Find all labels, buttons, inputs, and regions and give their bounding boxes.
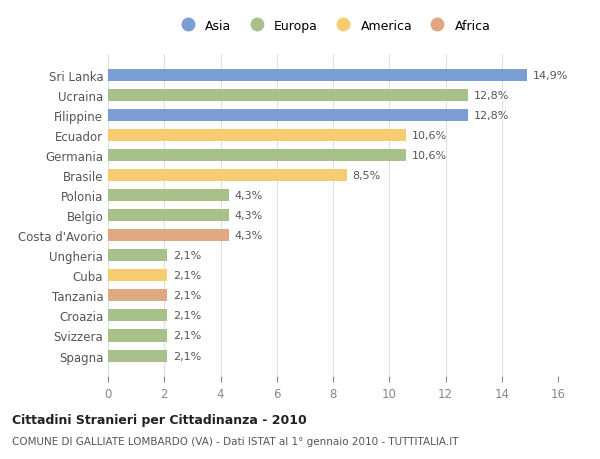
Bar [108,310,167,322]
Text: 14,9%: 14,9% [533,71,568,81]
Text: 2,1%: 2,1% [173,251,201,261]
Bar [108,110,468,122]
Bar [108,270,167,282]
Text: 8,5%: 8,5% [353,171,381,181]
Bar [108,170,347,182]
Bar [108,230,229,242]
Text: 10,6%: 10,6% [412,131,447,141]
Bar [108,330,167,342]
Bar [108,250,167,262]
Bar [108,90,468,102]
Text: 4,3%: 4,3% [235,231,263,241]
Legend: Asia, Europa, America, Africa: Asia, Europa, America, Africa [170,15,496,38]
Bar [108,150,406,162]
Text: COMUNE DI GALLIATE LOMBARDO (VA) - Dati ISTAT al 1° gennaio 2010 - TUTTITALIA.IT: COMUNE DI GALLIATE LOMBARDO (VA) - Dati … [12,436,458,446]
Bar [108,290,167,302]
Bar [108,190,229,202]
Bar [108,130,406,142]
Text: 2,1%: 2,1% [173,331,201,341]
Text: 2,1%: 2,1% [173,311,201,321]
Text: 10,6%: 10,6% [412,151,447,161]
Text: 2,1%: 2,1% [173,291,201,301]
Text: 12,8%: 12,8% [473,91,509,101]
Text: 4,3%: 4,3% [235,211,263,221]
Text: 12,8%: 12,8% [473,111,509,121]
Text: 2,1%: 2,1% [173,351,201,361]
Text: 4,3%: 4,3% [235,191,263,201]
Text: 2,1%: 2,1% [173,271,201,281]
Bar [108,70,527,82]
Bar [108,210,229,222]
Bar [108,350,167,362]
Text: Cittadini Stranieri per Cittadinanza - 2010: Cittadini Stranieri per Cittadinanza - 2… [12,413,307,426]
